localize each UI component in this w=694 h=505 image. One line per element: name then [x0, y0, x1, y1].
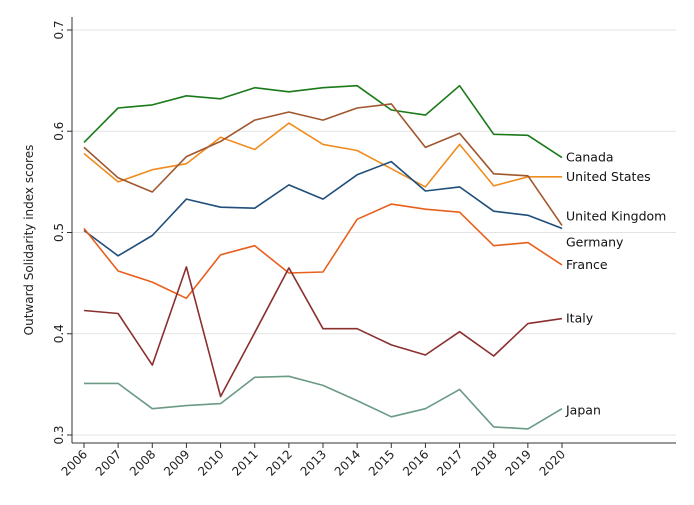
y-tick-label: 0.3 — [52, 425, 66, 444]
series-lines — [83, 84, 563, 430]
series-line-japan — [84, 375, 563, 430]
series-label-germany: Germany — [566, 235, 624, 250]
y-axis-ticks: 0.3 0.4 0.5 0.6 0.7 — [52, 20, 72, 445]
x-tick-label: 2020 — [537, 447, 568, 478]
x-tick-label: 2008 — [127, 447, 158, 478]
series-label-canada: Canada — [566, 150, 614, 165]
series-label-italy: Italy — [566, 311, 594, 326]
series-line-germany — [83, 160, 563, 257]
series-labels: Canada United States United Kingdom Germany… — [565, 150, 666, 418]
y-tick-label: 0.4 — [52, 324, 66, 343]
x-tick-label: 2012 — [263, 447, 294, 478]
series-label-united-kingdom: United Kingdom — [566, 208, 666, 223]
y-tick-label: 0.5 — [52, 223, 66, 242]
grid-lines — [72, 29, 676, 436]
series-label-france: France — [566, 257, 608, 272]
y-tick-label: 0.7 — [52, 20, 66, 39]
x-tick-label: 2019 — [502, 447, 533, 478]
series-line-france — [83, 203, 563, 300]
y-tick-label: 0.6 — [52, 122, 66, 141]
x-tick-label: 2010 — [195, 447, 226, 478]
x-tick-label: 2016 — [400, 447, 431, 478]
series-line-italy — [83, 266, 563, 398]
series-line-canada — [83, 84, 563, 159]
x-tick-label: 2011 — [229, 447, 260, 478]
series-label-japan: Japan — [565, 403, 601, 418]
series-label-united-states: United States — [566, 169, 651, 184]
axes — [71, 17, 676, 444]
x-tick-label: 2017 — [434, 447, 465, 478]
x-tick-label: 2014 — [332, 447, 363, 478]
x-tick-label: 2006 — [59, 447, 90, 478]
series-line-united-states — [83, 122, 562, 188]
x-tick-label: 2009 — [161, 447, 192, 478]
x-axis-ticks: 2006 2007 2008 2009 2010 2011 2012 2013 2014 2015… — [59, 443, 568, 479]
series-line-united-kingdom — [83, 103, 563, 226]
x-tick-label: 2018 — [468, 447, 499, 478]
x-tick-label: 2013 — [298, 447, 329, 478]
x-tick-label: 2007 — [93, 447, 124, 478]
y-axis-title: Outward Solidarity index scores — [22, 145, 36, 336]
x-tick-label: 2015 — [366, 447, 397, 478]
